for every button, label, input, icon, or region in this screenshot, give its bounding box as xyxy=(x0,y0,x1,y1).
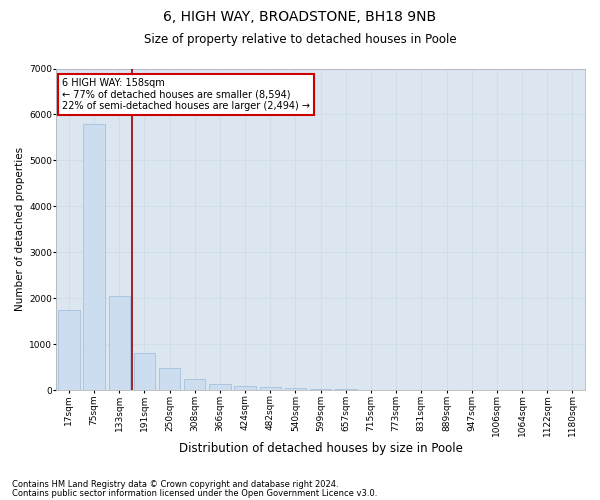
Bar xyxy=(209,384,230,390)
Text: 6 HIGH WAY: 158sqm
← 77% of detached houses are smaller (8,594)
22% of semi-deta: 6 HIGH WAY: 158sqm ← 77% of detached hou… xyxy=(62,78,310,112)
Bar xyxy=(83,124,105,390)
X-axis label: Distribution of detached houses by size in Poole: Distribution of detached houses by size … xyxy=(179,442,463,455)
Bar xyxy=(285,388,306,390)
Bar xyxy=(310,389,331,390)
Bar xyxy=(58,310,80,390)
Bar xyxy=(235,386,256,390)
Bar xyxy=(134,354,155,390)
Bar xyxy=(159,368,181,390)
Text: Contains HM Land Registry data © Crown copyright and database right 2024.: Contains HM Land Registry data © Crown c… xyxy=(12,480,338,489)
Bar xyxy=(184,379,205,390)
Text: 6, HIGH WAY, BROADSTONE, BH18 9NB: 6, HIGH WAY, BROADSTONE, BH18 9NB xyxy=(163,10,437,24)
Text: Contains public sector information licensed under the Open Government Licence v3: Contains public sector information licen… xyxy=(12,488,377,498)
Bar xyxy=(109,296,130,390)
Text: Size of property relative to detached houses in Poole: Size of property relative to detached ho… xyxy=(143,32,457,46)
Bar xyxy=(260,387,281,390)
Y-axis label: Number of detached properties: Number of detached properties xyxy=(15,148,25,312)
